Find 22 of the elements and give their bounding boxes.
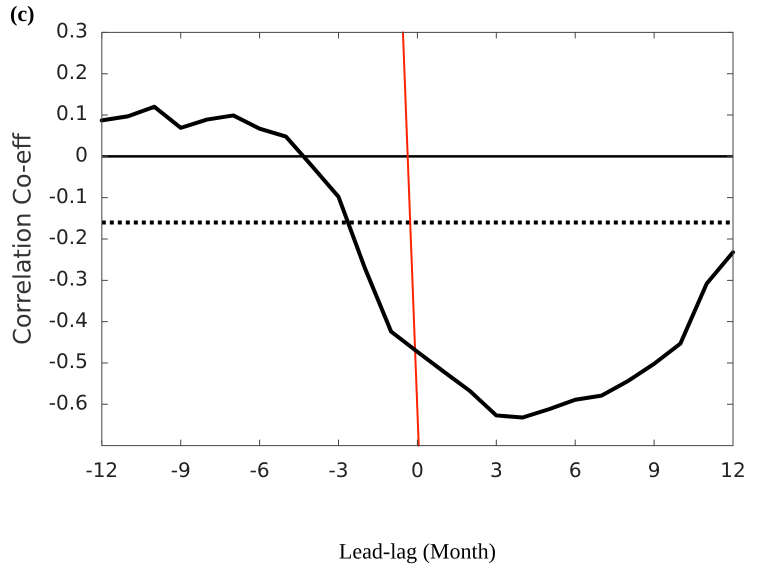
y-tick-label: 0: [75, 142, 88, 167]
chart-title: (c): [10, 0, 34, 26]
y-tick-label: 0.3: [56, 18, 88, 43]
y-tick-label: -0.4: [48, 308, 88, 332]
y-tick-label: -0.6: [48, 390, 88, 414]
x-tick-label: -3: [328, 458, 348, 482]
y-tick-label: -0.5: [48, 349, 88, 374]
x-tick-label: -9: [170, 458, 191, 482]
x-tick-label: 9: [648, 458, 660, 482]
x-tick-label: 6: [568, 458, 582, 482]
y-tick-label: 0.2: [56, 60, 88, 84]
x-tick-label: 12: [720, 458, 746, 482]
y-tick-label: -0.1: [48, 184, 88, 208]
x-tick-label: 0: [411, 458, 424, 482]
x-tick-label: -12: [85, 458, 118, 482]
x-axis-title: Lead-lag (Month): [338, 538, 496, 564]
y-tick-label: 0.1: [56, 101, 88, 126]
y-tick-label: -0.2: [48, 225, 88, 250]
x-tick-label: 3: [490, 458, 503, 482]
y-axis-title: Correlation Co-eff: [8, 132, 37, 345]
y-tick-label: -0.3: [48, 266, 88, 291]
x-tick-label: -6: [250, 458, 270, 482]
